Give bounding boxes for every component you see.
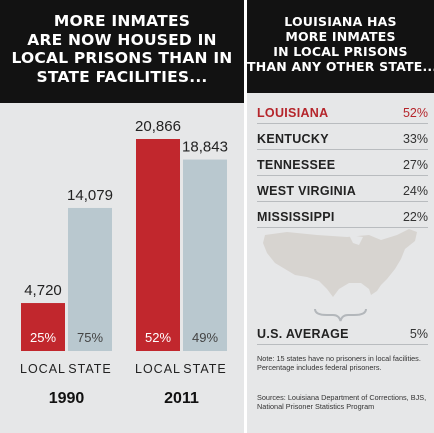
us-average-row: U.S. AVERAGE 5% xyxy=(257,324,428,345)
right-panel: LOUISIANA HAS MORE INMATES IN LOCAL PRISON… xyxy=(247,0,434,433)
state-value: 52% xyxy=(402,106,428,120)
bar-state-1990 xyxy=(68,207,112,351)
category-label: LOCAL xyxy=(20,362,66,376)
ranking-row: KENTUCKY 33% xyxy=(257,129,428,150)
state-value: 33% xyxy=(402,132,428,146)
header-line: THAN ANY OTHER STATE... xyxy=(247,59,434,74)
bar-local-1990 xyxy=(21,303,65,351)
header-line: LOCAL PRISONS THAN IN xyxy=(11,49,233,67)
bar-value-label: 20,866 xyxy=(135,118,181,135)
state-name: LOUISIANA xyxy=(257,106,329,120)
bar-value-label: 14,079 xyxy=(67,187,113,204)
average-brace-icon xyxy=(314,308,367,322)
ranking-row: WEST VIRGINIA 24% xyxy=(257,181,428,202)
header-line: ARE NOW HOUSED IN xyxy=(27,30,217,49)
bar-local-2011 xyxy=(136,139,180,351)
sources: Sources: Louisiana Department of Correct… xyxy=(257,393,427,411)
bar-share-label: 49% xyxy=(192,330,218,345)
state-name: WEST VIRGINIA xyxy=(257,184,357,198)
bar-share-label: 52% xyxy=(145,330,171,345)
ranking-row: MISSISSIPPI 22% xyxy=(257,207,428,228)
state-name: KENTUCKY xyxy=(257,132,329,146)
bar-share-label: 75% xyxy=(77,330,103,345)
header-line: MORE INMATES xyxy=(53,12,191,30)
state-value: 24% xyxy=(402,184,428,198)
state-name: TENNESSEE xyxy=(257,158,336,172)
state-value: 22% xyxy=(402,210,428,224)
us-average-value: 5% xyxy=(409,327,428,341)
us-map-icon xyxy=(263,229,417,297)
footnote: Note: 15 states have no prisoners in loc… xyxy=(257,354,421,372)
bar-chart: 4,720 25% LOCAL 14,079 75% STATE 1990 20,866 52%… xyxy=(20,118,228,407)
state-value: 27% xyxy=(402,158,428,172)
category-label: STATE xyxy=(183,362,226,376)
right-header: LOUISIANA HAS MORE INMATES IN LOCAL PRISON… xyxy=(247,0,434,93)
bar-value-label: 18,843 xyxy=(182,139,228,156)
us-average-label: U.S. AVERAGE xyxy=(257,327,349,341)
bar-value-label: 4,720 xyxy=(24,282,62,299)
bar-share-label: 25% xyxy=(30,330,56,345)
bar-state-2011 xyxy=(183,159,227,351)
header-line: LOUISIANA HAS xyxy=(284,14,397,29)
header-line: STATE FACILITIES... xyxy=(36,67,208,86)
header-line: IN LOCAL PRISONS xyxy=(273,44,408,59)
category-label: STATE xyxy=(68,362,111,376)
left-panel: MORE INMATES ARE NOW HOUSED IN LOCAL PRISO… xyxy=(0,0,244,433)
group-year-label: 1990 xyxy=(49,390,85,407)
ranking-row: LOUISIANA 52% xyxy=(257,103,428,124)
group-year-label: 2011 xyxy=(164,390,199,407)
state-name: MISSISSIPPI xyxy=(257,210,335,224)
ranking-row: TENNESSEE 27% xyxy=(257,155,428,176)
category-label: LOCAL xyxy=(135,362,181,376)
header-line: MORE INMATES xyxy=(285,29,396,44)
left-header: MORE INMATES ARE NOW HOUSED IN LOCAL PRISO… xyxy=(0,0,244,103)
